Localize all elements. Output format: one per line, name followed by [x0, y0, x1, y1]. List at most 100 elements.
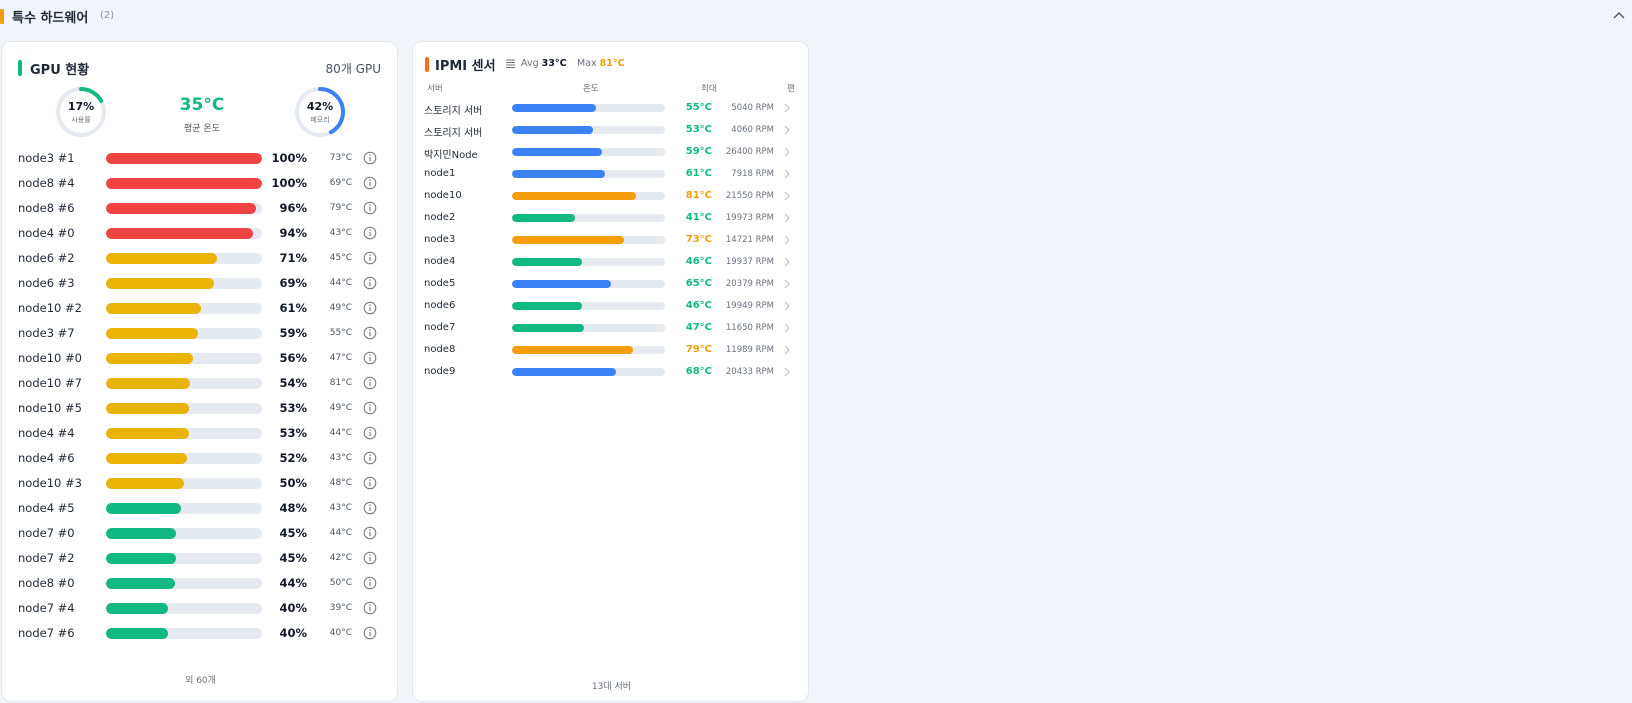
info-icon[interactable] — [363, 526, 377, 540]
ipmi-row[interactable]: node3 73°C 14721 RPM — [424, 230, 800, 250]
gpu-row: node6 #2 71% 45°C — [18, 248, 383, 268]
info-icon[interactable] — [363, 251, 377, 265]
gpu-usage-fill — [106, 453, 188, 464]
gpu-usage-percent: 100% — [271, 176, 307, 190]
gpu-row: node10 #7 54% 81°C — [18, 373, 383, 393]
gpu-usage-bar — [106, 303, 262, 314]
ipmi-row[interactable]: node6 46°C 19949 RPM — [424, 296, 800, 316]
ipmi-row[interactable]: node5 65°C 20379 RPM — [424, 274, 800, 294]
chevron-right-icon[interactable] — [783, 345, 791, 355]
gpu-row: node4 #0 94% 43°C — [18, 223, 383, 243]
gpu-temp: 50°C — [329, 578, 352, 588]
ipmi-fan-rpm: 7918 RPM — [731, 169, 774, 179]
gpu-name: node7 #2 — [18, 551, 75, 565]
gpu-temp: 44°C — [329, 528, 352, 538]
gpu-row: node10 #3 50% 48°C — [18, 473, 383, 493]
gpu-usage-percent: 61% — [279, 301, 307, 315]
gpu-row: node4 #6 52% 43°C — [18, 448, 383, 468]
ipmi-temp-bar — [512, 148, 665, 156]
gpu-usage-percent: 53% — [279, 401, 307, 415]
info-icon[interactable] — [363, 426, 377, 440]
gpu-row: node10 #2 61% 49°C — [18, 298, 383, 318]
chevron-right-icon[interactable] — [783, 301, 791, 311]
info-icon[interactable] — [363, 401, 377, 415]
gpu-usage-percent: 53% — [279, 426, 307, 440]
info-icon[interactable] — [363, 476, 377, 490]
info-icon[interactable] — [363, 326, 377, 340]
ipmi-server-name: node8 — [424, 344, 456, 355]
chevron-up-icon[interactable] — [1612, 10, 1626, 20]
info-icon[interactable] — [363, 501, 377, 515]
section-header[interactable]: 특수 하드웨어 (2) — [0, 0, 1632, 32]
gpu-temp: 55°C — [329, 328, 352, 338]
ipmi-row[interactable]: 스토리지 서버 55°C 5040 RPM — [424, 98, 800, 118]
chevron-right-icon[interactable] — [783, 191, 791, 201]
info-icon[interactable] — [363, 376, 377, 390]
gpu-usage-percent: 45% — [279, 526, 307, 540]
ipmi-temp-bar — [512, 170, 665, 178]
gpu-status-card: ⋮⋮ GPU 현황 80개 GPU 17% 사용률 35°C 평균 온도 42%… — [1, 41, 398, 702]
chevron-right-icon[interactable] — [783, 169, 791, 179]
info-icon[interactable] — [363, 151, 377, 165]
ipmi-server-name: node4 — [424, 256, 456, 267]
chevron-right-icon[interactable] — [783, 103, 791, 113]
ipmi-max-temp-value: 46°C — [685, 256, 712, 267]
chevron-right-icon[interactable] — [783, 213, 791, 223]
gpu-usage-fill — [106, 403, 189, 414]
chevron-right-icon[interactable] — [783, 257, 791, 267]
info-icon[interactable] — [363, 301, 377, 315]
gpu-utilization-label: 사용률 — [71, 116, 91, 124]
gpu-usage-fill — [106, 628, 169, 639]
chevron-right-icon[interactable] — [783, 147, 791, 157]
drag-handle-icon[interactable]: ⋮⋮ — [16, 54, 30, 61]
gpu-temp: 45°C — [329, 253, 352, 263]
info-icon[interactable] — [363, 226, 377, 240]
ipmi-fan-rpm: 11650 RPM — [725, 323, 774, 333]
gpu-name: node7 #6 — [18, 626, 75, 640]
info-icon[interactable] — [363, 201, 377, 215]
section-accent-bar — [0, 9, 4, 24]
info-icon[interactable] — [363, 576, 377, 590]
gpu-row: node7 #2 45% 42°C — [18, 548, 383, 568]
info-icon[interactable] — [363, 276, 377, 290]
gpu-usage-percent: 96% — [279, 201, 307, 215]
gpu-usage-bar — [106, 403, 262, 414]
info-icon[interactable] — [363, 176, 377, 190]
chevron-right-icon[interactable] — [783, 125, 791, 135]
gpu-usage-bar — [106, 228, 262, 239]
ipmi-temp-bar — [512, 324, 665, 332]
chevron-right-icon[interactable] — [783, 235, 791, 245]
gpu-row: node8 #0 44% 50°C — [18, 573, 383, 593]
chevron-right-icon[interactable] — [783, 279, 791, 289]
ipmi-row[interactable]: node8 79°C 11989 RPM — [424, 340, 800, 360]
ipmi-temp-bar — [512, 258, 665, 266]
ipmi-row[interactable]: node2 41°C 19973 RPM — [424, 208, 800, 228]
gpu-name: node4 #6 — [18, 451, 75, 465]
ipmi-row[interactable]: 스토리지 서버 53°C 4060 RPM — [424, 120, 800, 140]
gpu-usage-percent: 56% — [279, 351, 307, 365]
chevron-right-icon[interactable] — [783, 323, 791, 333]
gpu-usage-fill — [106, 578, 175, 589]
gpu-memory-ring: 42% 메모리 — [293, 85, 347, 139]
gpu-row: node3 #1 100% 73°C — [18, 148, 383, 168]
gpu-more-count[interactable]: 외 60개 — [185, 676, 216, 686]
info-icon[interactable] — [363, 626, 377, 640]
info-icon[interactable] — [363, 451, 377, 465]
ipmi-row[interactable]: node9 68°C 20433 RPM — [424, 362, 800, 382]
ipmi-temp-fill — [512, 346, 633, 354]
ipmi-row[interactable]: node7 47°C 11650 RPM — [424, 318, 800, 338]
gpu-temp: 40°C — [329, 628, 352, 638]
info-icon[interactable] — [363, 601, 377, 615]
info-icon[interactable] — [363, 551, 377, 565]
chevron-right-icon[interactable] — [783, 367, 791, 377]
gpu-usage-fill — [106, 253, 217, 264]
gpu-name: node8 #4 — [18, 176, 75, 190]
info-icon[interactable] — [363, 351, 377, 365]
gpu-card-title: GPU 현황 — [30, 63, 90, 78]
gpu-usage-fill — [106, 153, 262, 164]
ipmi-row[interactable]: node1 61°C 7918 RPM — [424, 164, 800, 184]
ipmi-temp-bar — [512, 214, 665, 222]
ipmi-row[interactable]: node4 46°C 19937 RPM — [424, 252, 800, 272]
ipmi-row[interactable]: 박지민Node 59°C 26400 RPM — [424, 142, 800, 162]
ipmi-row[interactable]: node10 81°C 21550 RPM — [424, 186, 800, 206]
